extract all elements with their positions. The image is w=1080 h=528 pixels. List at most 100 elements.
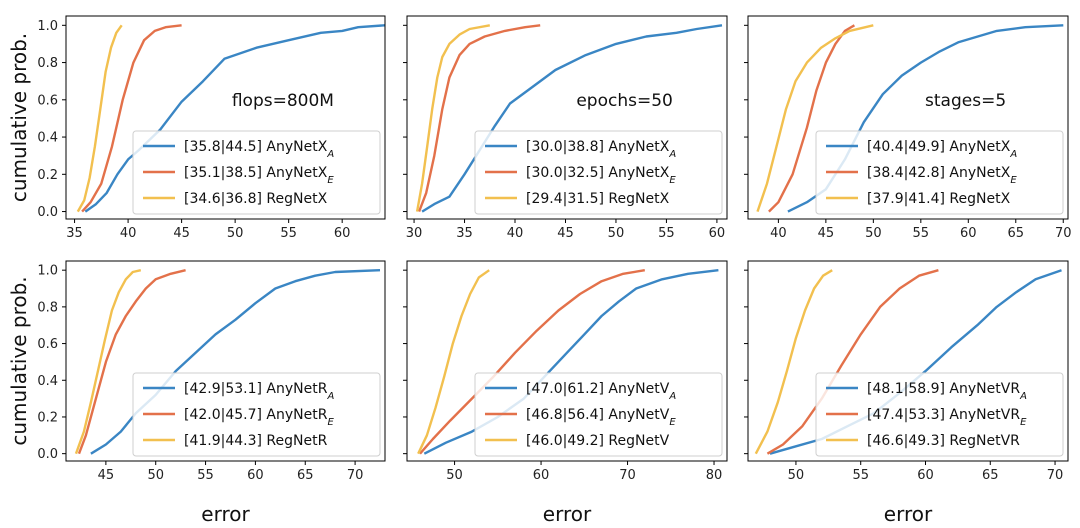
x-tick-label: 50 xyxy=(865,226,882,241)
x-axis-label: error xyxy=(543,502,592,526)
x-tick-label: 40 xyxy=(770,226,787,241)
x-tick-label: 60 xyxy=(917,468,934,483)
legend-box xyxy=(815,130,1064,215)
x-tick-label: 70 xyxy=(347,468,364,483)
series-line-3 xyxy=(415,24,491,212)
legend-label-main: [41.9|44.3] RegNetR xyxy=(184,433,328,449)
x-tick-label: 65 xyxy=(1008,226,1025,241)
legend-label: [29.4|31.5] RegNetX xyxy=(526,191,670,207)
legend-label: [30.0|32.5] AnyNetXE xyxy=(526,165,676,186)
y-axis-label: cumulative prob. xyxy=(7,276,31,445)
panel-6: 50 55 60 65 70 [48.1|58.9] AnyNetVRA [47.4|53.… xyxy=(744,260,1069,526)
legend-label: [48.1|58.9] AnyNetVRA xyxy=(867,381,1027,402)
series-line-2 xyxy=(766,269,939,455)
series-line-1 xyxy=(84,24,385,213)
legend-box xyxy=(132,130,381,215)
x-tick-label: 60 xyxy=(960,226,977,241)
legend-label-main: [35.1|38.5] AnyNetX xyxy=(184,165,328,181)
legend-label: [38.4|42.8] AnyNetXE xyxy=(867,165,1017,186)
legend: [40.4|49.9] AnyNetXA [38.4|42.8] AnyNetXE… xyxy=(815,130,1064,215)
legend-label: [41.9|44.3] RegNetR xyxy=(184,433,328,449)
plot-frame xyxy=(406,15,728,220)
legend-label-main: [42.9|53.1] AnyNetR xyxy=(184,381,328,397)
x-tick-label: 70 xyxy=(619,468,636,483)
y-axis-label: cumulative prob. xyxy=(7,33,31,202)
legend-label: [42.9|53.1] AnyNetRA xyxy=(184,381,334,402)
y-tick-label: 0.2 xyxy=(37,410,58,425)
legend-label-subscript: A xyxy=(668,149,676,160)
legend: [30.0|38.8] AnyNetXA [30.0|32.5] AnyNetXE… xyxy=(474,130,723,215)
y-tick-label: 1.0 xyxy=(37,264,58,279)
series-line-1 xyxy=(90,269,381,455)
x-tick-label: 45 xyxy=(557,226,574,241)
legend-label-main: [46.0|49.2] RegNetV xyxy=(526,433,670,449)
legend-label: [34.6|36.8] RegNetX xyxy=(184,191,328,207)
x-tick-label: 55 xyxy=(913,226,930,241)
y-tick-label: 0.8 xyxy=(37,56,58,71)
legend-label: [46.8|56.4] AnyNetVE xyxy=(526,407,676,428)
legend-label-subscript: E xyxy=(669,175,676,186)
plot-frame xyxy=(406,260,728,462)
x-tick-label: 55 xyxy=(280,226,297,241)
legend-label-main: [48.1|58.9] AnyNetVR xyxy=(867,381,1020,397)
panel-annotation: flops=800M xyxy=(232,91,334,111)
legend-label-main: [47.4|53.3] AnyNetVR xyxy=(867,407,1020,423)
legend-box xyxy=(474,372,723,457)
legend-box xyxy=(474,130,723,215)
series-line-2 xyxy=(419,269,645,455)
legend-label-main: [30.0|32.5] AnyNetX xyxy=(526,165,670,181)
legend-label-main: [46.8|56.4] AnyNetV xyxy=(526,407,670,423)
x-tick-label: 80 xyxy=(706,468,723,483)
series-line-1 xyxy=(421,24,723,213)
x-tick-label: 65 xyxy=(297,468,314,483)
legend-label-main: [38.4|42.8] AnyNetX xyxy=(867,165,1011,181)
legend-label: [37.9|41.4] RegNetX xyxy=(867,191,1011,207)
series-line-2 xyxy=(417,24,541,213)
y-tick-label: 1.0 xyxy=(37,19,58,34)
legend-box xyxy=(815,372,1064,457)
x-tick-label: 35 xyxy=(66,226,83,241)
x-tick-label: 50 xyxy=(446,468,463,483)
y-tick-label: 0.4 xyxy=(37,131,58,146)
panel-annotation: epochs=50 xyxy=(576,91,673,111)
x-tick-label: 55 xyxy=(197,468,214,483)
legend-label: [46.0|49.2] RegNetV xyxy=(526,433,670,449)
legend-label-main: [46.6|49.3] RegNetVR xyxy=(867,433,1020,449)
panel-2: 30 35 40 45 50 55 60 epochs=50 [30.0|38.8] AnyNe… xyxy=(403,15,728,241)
legend-label-main: [29.4|31.5] RegNetX xyxy=(526,191,670,207)
x-tick-label: 60 xyxy=(533,468,550,483)
panel-5: 50 60 70 80 [47.0|61.2] AnyNetVA [46.8|56.4] … xyxy=(403,260,728,526)
legend: [47.0|61.2] AnyNetVA [46.8|56.4] AnyNetVE… xyxy=(474,372,723,457)
panel-4: 0.0 0.2 0.4 0.6 0.8 1.0 45 50 55 60 65 70 [42.9|53.1… xyxy=(7,260,386,526)
x-tick-label: 60 xyxy=(709,226,726,241)
series-line-3 xyxy=(756,24,874,212)
panel-1: 0.0 0.2 0.4 0.6 0.8 1.0 35 40 45 50 55 60 flops=800M… xyxy=(7,15,386,241)
y-tick-label: 0.0 xyxy=(37,447,58,462)
x-tick-label: 35 xyxy=(456,226,473,241)
x-tick-label: 45 xyxy=(818,226,835,241)
legend-box xyxy=(132,372,381,457)
series-line-2 xyxy=(81,24,182,213)
legend: [42.9|53.1] AnyNetRA [42.0|45.7] AnyNetRE… xyxy=(132,372,381,457)
plot-frame xyxy=(65,260,386,462)
y-tick-label: 0.2 xyxy=(37,168,58,183)
x-tick-label: 40 xyxy=(120,226,137,241)
x-tick-label: 70 xyxy=(1047,468,1064,483)
x-tick-label: 50 xyxy=(788,468,805,483)
panel-annotation: stages=5 xyxy=(925,91,1006,111)
legend-label: [42.0|45.7] AnyNetRE xyxy=(184,407,334,428)
legend-label-subscript: E xyxy=(1020,417,1027,428)
legend-label-subscript: A xyxy=(326,149,334,160)
x-tick-label: 50 xyxy=(227,226,244,241)
legend-label-main: [30.0|38.8] AnyNetX xyxy=(526,139,670,155)
legend-label-subscript: E xyxy=(669,417,676,428)
legend-label: [46.6|49.3] RegNetVR xyxy=(867,433,1020,449)
y-tick-label: 0.4 xyxy=(37,374,58,389)
y-tick-label: 0.6 xyxy=(37,93,58,108)
x-tick-label: 50 xyxy=(608,226,625,241)
legend-label-main: [47.0|61.2] AnyNetV xyxy=(526,381,670,397)
y-tick-label: 0.8 xyxy=(37,300,58,315)
legend-label-main: [40.4|49.9] AnyNetX xyxy=(867,139,1011,155)
legend-label-subscript: A xyxy=(668,391,676,402)
